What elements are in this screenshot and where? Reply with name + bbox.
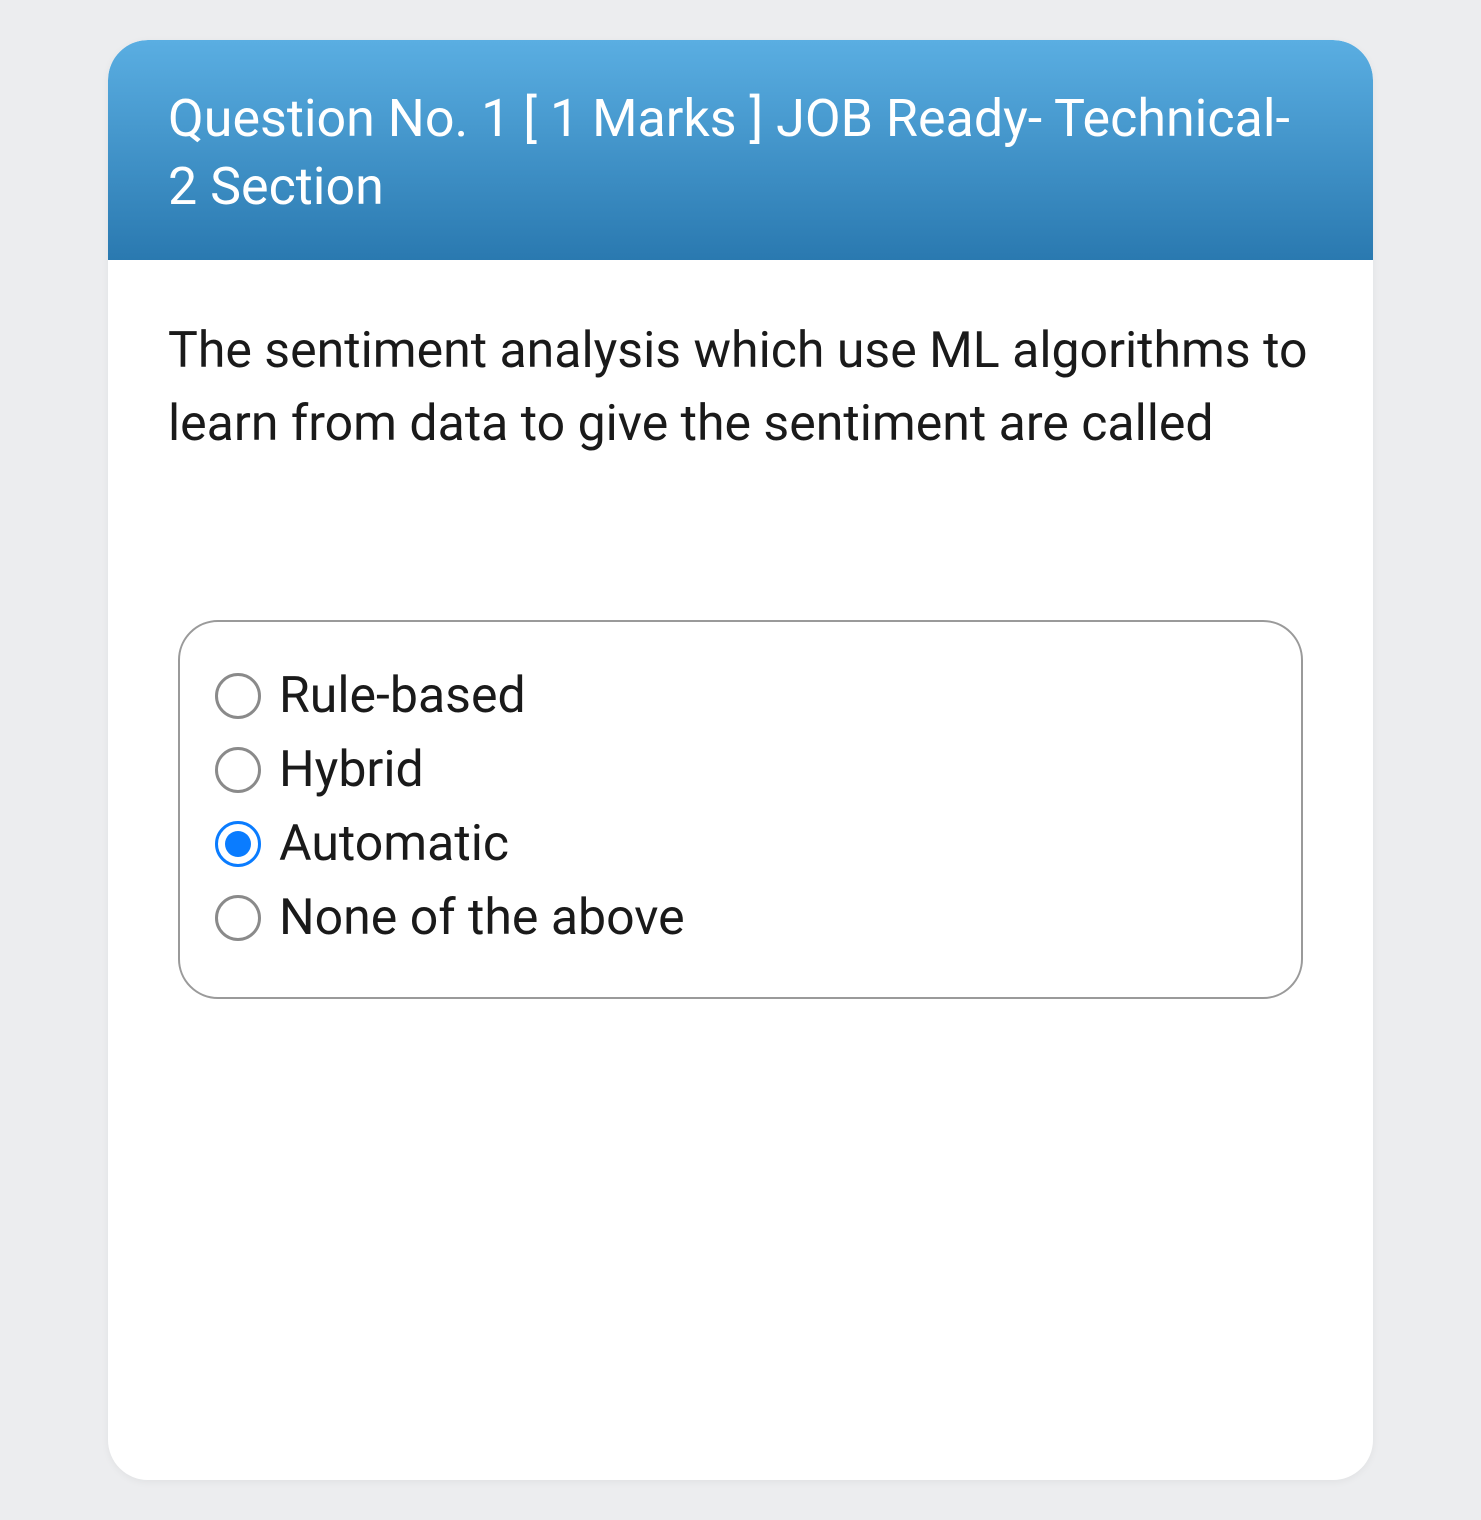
radio-icon[interactable] — [215, 747, 261, 793]
option-automatic[interactable]: Automatic — [215, 815, 1266, 873]
radio-icon[interactable] — [215, 673, 261, 719]
options-container: Rule-based Hybrid Automatic None of the … — [178, 620, 1303, 999]
option-none[interactable]: None of the above — [215, 889, 1266, 947]
option-hybrid[interactable]: Hybrid — [215, 741, 1266, 799]
question-header: Question No. 1 [ 1 Marks ] JOB Ready- Te… — [108, 40, 1373, 260]
radio-icon[interactable] — [215, 895, 261, 941]
option-label: Rule-based — [279, 667, 526, 725]
option-label: Hybrid — [279, 741, 424, 799]
option-label: None of the above — [279, 889, 685, 947]
header-text: Question No. 1 [ 1 Marks ] JOB Ready- Te… — [168, 88, 1290, 217]
question-text: The sentiment analysis which use ML algo… — [168, 315, 1313, 460]
option-label: Automatic — [279, 815, 509, 873]
radio-icon[interactable] — [215, 821, 261, 867]
question-card: Question No. 1 [ 1 Marks ] JOB Ready- Te… — [108, 40, 1373, 1480]
question-body: The sentiment analysis which use ML algo… — [108, 260, 1373, 1039]
option-rule-based[interactable]: Rule-based — [215, 667, 1266, 725]
